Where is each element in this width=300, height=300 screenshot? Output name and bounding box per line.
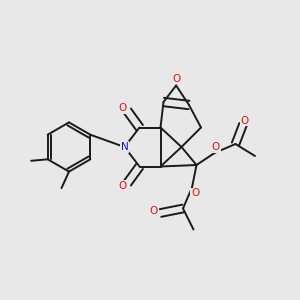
Text: O: O — [212, 142, 220, 152]
Text: O: O — [240, 116, 249, 126]
Text: N: N — [121, 142, 128, 152]
Text: O: O — [172, 74, 180, 84]
Text: O: O — [118, 103, 126, 113]
Text: O: O — [150, 206, 158, 217]
Text: O: O — [118, 181, 126, 191]
Text: O: O — [191, 188, 199, 199]
